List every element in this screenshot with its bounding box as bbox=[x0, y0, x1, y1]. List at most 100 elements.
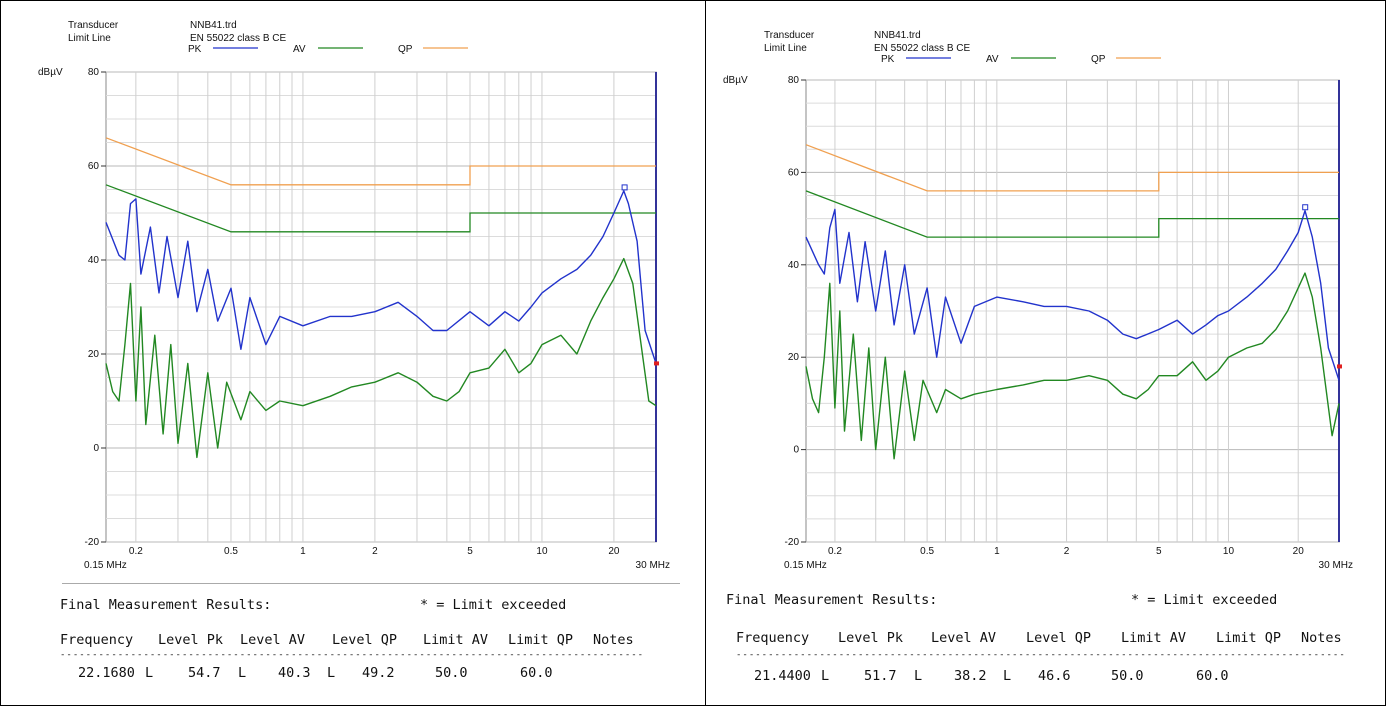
result-level-qp: 49.2 bbox=[362, 665, 395, 681]
x-tick-label: 20 bbox=[608, 546, 620, 557]
results-header-level-pk: Level Pk bbox=[838, 630, 904, 646]
results-header-limit-qp: Limit QP bbox=[508, 632, 574, 648]
result-limit-qp: 60.0 bbox=[1196, 668, 1229, 684]
x-tick-label: 10 bbox=[536, 546, 548, 557]
result-qp-flag: L bbox=[327, 665, 336, 681]
result-limit-qp: 60.0 bbox=[520, 665, 553, 681]
x-tick-label: 20 bbox=[1293, 546, 1305, 557]
x-tick-label: 0.2 bbox=[828, 546, 842, 557]
series-line-av bbox=[105, 257, 657, 459]
result-limit-av: 50.0 bbox=[1111, 668, 1144, 684]
left-emi-panel: Transducer NNB41.trd Limit Line EN 55022… bbox=[38, 20, 680, 681]
y-axis-unit: dBµV bbox=[38, 67, 63, 78]
y-tick-label: 80 bbox=[88, 67, 100, 78]
result-level-av: 38.2 bbox=[954, 668, 987, 684]
results-header-level-av: Level AV bbox=[931, 630, 997, 646]
result-level-qp: 46.6 bbox=[1038, 668, 1071, 684]
result-av-flag: L bbox=[914, 668, 923, 684]
limit-exceeded-note: * = Limit exceeded bbox=[1131, 592, 1278, 608]
x-tick-label: 0.2 bbox=[129, 546, 143, 557]
y-tick-label: -20 bbox=[785, 537, 800, 548]
results-header-notes: Notes bbox=[1301, 630, 1342, 646]
results-header-level-qp: Level QP bbox=[332, 632, 398, 648]
x-tick-label: 2 bbox=[1064, 546, 1070, 557]
y-tick-label: 0 bbox=[793, 445, 799, 456]
y-tick-label: 20 bbox=[788, 352, 800, 363]
x-tick-label: 10 bbox=[1223, 546, 1235, 557]
right-emi-panel: Transducer NNB41.trd Limit Line EN 55022… bbox=[706, 0, 1386, 706]
transducer-value: NNB41.trd bbox=[190, 20, 237, 31]
end-marker bbox=[654, 361, 659, 366]
results-header-frequency: Frequency bbox=[60, 632, 134, 648]
limit-line-label: Limit Line bbox=[764, 43, 807, 54]
results-header-frequency: Frequency bbox=[736, 630, 810, 646]
results-dashed-rule: ----------------------------------------… bbox=[60, 650, 645, 660]
y-tick-label: 60 bbox=[788, 167, 800, 178]
end-marker bbox=[1337, 364, 1342, 369]
y-tick-label: 80 bbox=[788, 75, 800, 86]
limit-line-value: EN 55022 class B CE bbox=[874, 43, 971, 54]
limit-line-qp bbox=[105, 137, 656, 186]
transducer-label: Transducer bbox=[68, 20, 119, 31]
x-tick-label: 2 bbox=[372, 546, 378, 557]
series-line-av bbox=[805, 272, 1340, 460]
x-end-label: 30 MHz bbox=[1319, 560, 1353, 571]
results-separator bbox=[62, 583, 680, 584]
results-header-notes: Notes bbox=[593, 632, 634, 648]
results-title: Final Measurement Results: bbox=[726, 592, 938, 608]
results-header-level-pk: Level Pk bbox=[158, 632, 224, 648]
legend-label-av: AV bbox=[986, 54, 999, 65]
result-level-pk: 51.7 bbox=[864, 668, 897, 684]
y-tick-label: 20 bbox=[88, 349, 100, 360]
limit-line-value: EN 55022 class B CE bbox=[190, 33, 287, 44]
legend-label-qp: QP bbox=[1091, 54, 1106, 65]
x-tick-label: 0.5 bbox=[920, 546, 934, 557]
result-level-av: 40.3 bbox=[278, 665, 311, 681]
result-limit-av: 50.0 bbox=[435, 665, 468, 681]
limit-line-av bbox=[105, 184, 656, 233]
y-tick-label: 60 bbox=[88, 161, 100, 172]
result-pk-flag: L bbox=[145, 665, 154, 681]
results-title: Final Measurement Results: bbox=[60, 597, 272, 613]
y-axis-unit: dBµV bbox=[723, 75, 748, 86]
results-header-limit-av: Limit AV bbox=[423, 632, 489, 648]
results-header-level-qp: Level QP bbox=[1026, 630, 1092, 646]
series-line-pk bbox=[105, 190, 657, 364]
y-tick-label: -20 bbox=[85, 537, 100, 548]
peak-marker bbox=[1302, 204, 1309, 211]
panel-divider bbox=[705, 0, 706, 706]
result-qp-flag: L bbox=[1003, 668, 1012, 684]
results-header-level-av: Level AV bbox=[240, 632, 306, 648]
y-tick-label: 0 bbox=[93, 443, 99, 454]
legend-label-pk: PK bbox=[188, 44, 202, 55]
result-frequency: 22.1680 bbox=[78, 665, 135, 681]
x-tick-label: 1 bbox=[300, 546, 306, 557]
legend-label-av: AV bbox=[293, 44, 306, 55]
emi-chart-left: PK AV QP 80 60 40 20 0 -20 0.2 0.5 1 2 5 10 20 0.15 MHz 3… bbox=[84, 44, 670, 571]
legend-label-pk: PK bbox=[881, 54, 895, 65]
peak-marker bbox=[621, 184, 628, 191]
limit-line-av bbox=[805, 190, 1339, 238]
result-pk-flag: L bbox=[821, 668, 830, 684]
results-dashed-rule: ----------------------------------------… bbox=[736, 650, 1346, 660]
x-tick-label: 5 bbox=[1156, 546, 1162, 557]
transducer-label: Transducer bbox=[764, 30, 815, 41]
results-header-limit-qp: Limit QP bbox=[1216, 630, 1282, 646]
result-frequency: 21.4400 bbox=[754, 668, 811, 684]
result-level-pk: 54.7 bbox=[188, 665, 221, 681]
results-header-limit-av: Limit AV bbox=[1121, 630, 1187, 646]
result-av-flag: L bbox=[238, 665, 247, 681]
legend-label-qp: QP bbox=[398, 44, 413, 55]
x-tick-label: 0.5 bbox=[224, 546, 238, 557]
series-line-pk bbox=[805, 208, 1340, 381]
x-start-label: 0.15 MHz bbox=[84, 560, 127, 571]
limit-line-label: Limit Line bbox=[68, 33, 111, 44]
emi-chart-right: PK AV QP 80 60 40 20 0 -20 0.2 0.5 1 2 5 10 20 0.15 MHz 3… bbox=[784, 54, 1353, 571]
x-end-label: 30 MHz bbox=[636, 560, 670, 571]
transducer-value: NNB41.trd bbox=[874, 30, 921, 41]
x-start-label: 0.15 MHz bbox=[784, 560, 827, 571]
limit-exceeded-note: * = Limit exceeded bbox=[420, 597, 567, 613]
y-tick-label: 40 bbox=[88, 255, 100, 266]
y-tick-label: 40 bbox=[788, 260, 800, 271]
limit-line-qp bbox=[805, 144, 1339, 192]
